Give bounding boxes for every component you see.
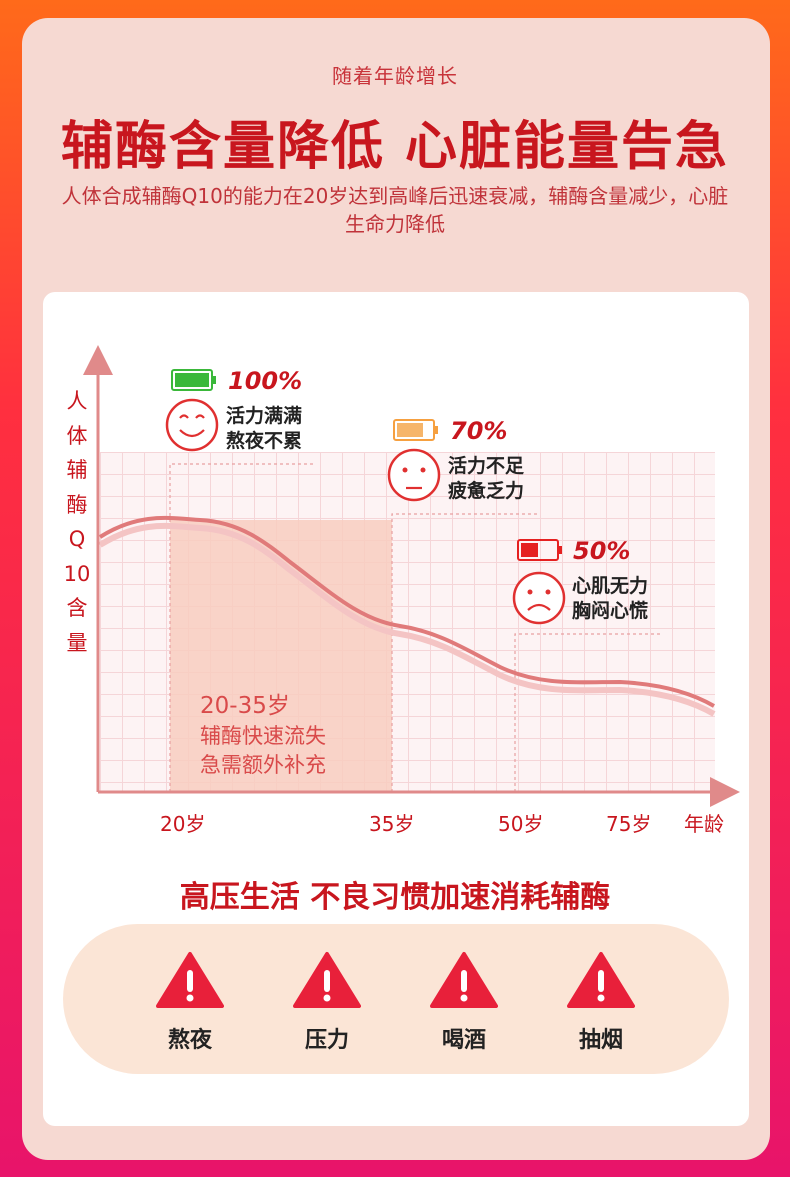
y-label-char: 酶 bbox=[66, 492, 88, 517]
habit-item: 抽烟 bbox=[551, 950, 651, 1054]
x-tick-label: 35岁 bbox=[369, 812, 415, 836]
warning-icon bbox=[430, 952, 498, 1008]
annotation-state-line2: 胸闷心慌 bbox=[572, 600, 649, 622]
habit-label: 抽烟 bbox=[578, 1028, 623, 1053]
habit-label: 压力 bbox=[304, 1028, 349, 1053]
page-subtitle: 随着年龄增长 bbox=[332, 64, 458, 88]
happy-face-icon bbox=[165, 398, 219, 452]
habit-item: 熬夜 bbox=[140, 950, 240, 1054]
x-tick-label: 20岁 bbox=[160, 812, 206, 836]
y-label-char: Q bbox=[68, 527, 86, 551]
range-title: 20-35岁 bbox=[200, 693, 290, 719]
warning-icon bbox=[156, 952, 224, 1008]
annotation-state-line2: 疲惫乏力 bbox=[448, 480, 525, 502]
y-label-char: 含 bbox=[66, 596, 88, 620]
chart-y-label: 人体辅酶 Q 10 含量 bbox=[60, 384, 94, 660]
range-line2: 急需额外补充 bbox=[200, 753, 326, 777]
habit-label: 熬夜 bbox=[167, 1028, 212, 1053]
annotation-percent-100: 100% bbox=[228, 367, 303, 395]
tired-face-icon bbox=[387, 448, 441, 502]
guide-line-35 bbox=[391, 513, 537, 792]
range-line1: 辅酶快速流失 bbox=[200, 724, 326, 748]
guide-line-20 bbox=[169, 463, 315, 792]
warning-icon bbox=[567, 952, 635, 1008]
battery-low-icon bbox=[517, 539, 562, 561]
data-line bbox=[98, 515, 716, 708]
y-label-char: 量 bbox=[66, 630, 88, 655]
annotation-percent-50: 50% bbox=[573, 537, 631, 565]
warning-icon bbox=[293, 952, 361, 1008]
page-description: 人体合成辅酶Q10的能力在20岁达到高峰后迅速衰减，辅酶含量减少，心脏生命力降低 bbox=[61, 184, 729, 236]
y-label-char: 辅 bbox=[66, 458, 88, 482]
range-description: 辅酶快速流失 急需额外补充 bbox=[200, 722, 326, 780]
page-title: 辅酶含量降低 心脏能量告急 bbox=[60, 117, 730, 177]
habit-item: 喝酒 bbox=[414, 950, 514, 1054]
y-label-char: 人 bbox=[66, 389, 88, 413]
annotation-state-line1: 活力满满 bbox=[226, 405, 303, 427]
y-label-char: 10 bbox=[63, 561, 91, 586]
habit-item: 压力 bbox=[277, 950, 377, 1054]
battery-medium-icon bbox=[393, 419, 438, 441]
section-title: 高压生活 不良习惯加速消耗辅酶 bbox=[179, 880, 611, 915]
sad-face-icon bbox=[512, 571, 566, 625]
x-tick-label: 75岁 bbox=[606, 812, 652, 836]
annotation-percent-70: 70% bbox=[450, 417, 508, 445]
x-axis-label: 年龄 bbox=[684, 812, 724, 836]
annotation-state-line2: 熬夜不累 bbox=[226, 430, 303, 452]
battery-full-icon bbox=[171, 369, 216, 391]
annotation-state-line1: 心肌无力 bbox=[572, 575, 649, 597]
annotation-state-line1: 活力不足 bbox=[448, 455, 525, 477]
curve-shadow bbox=[98, 522, 716, 717]
guide-line-50 bbox=[514, 633, 660, 792]
y-label-char: 体 bbox=[66, 423, 88, 448]
habit-label: 喝酒 bbox=[441, 1028, 486, 1053]
x-tick-label: 50岁 bbox=[498, 812, 544, 836]
